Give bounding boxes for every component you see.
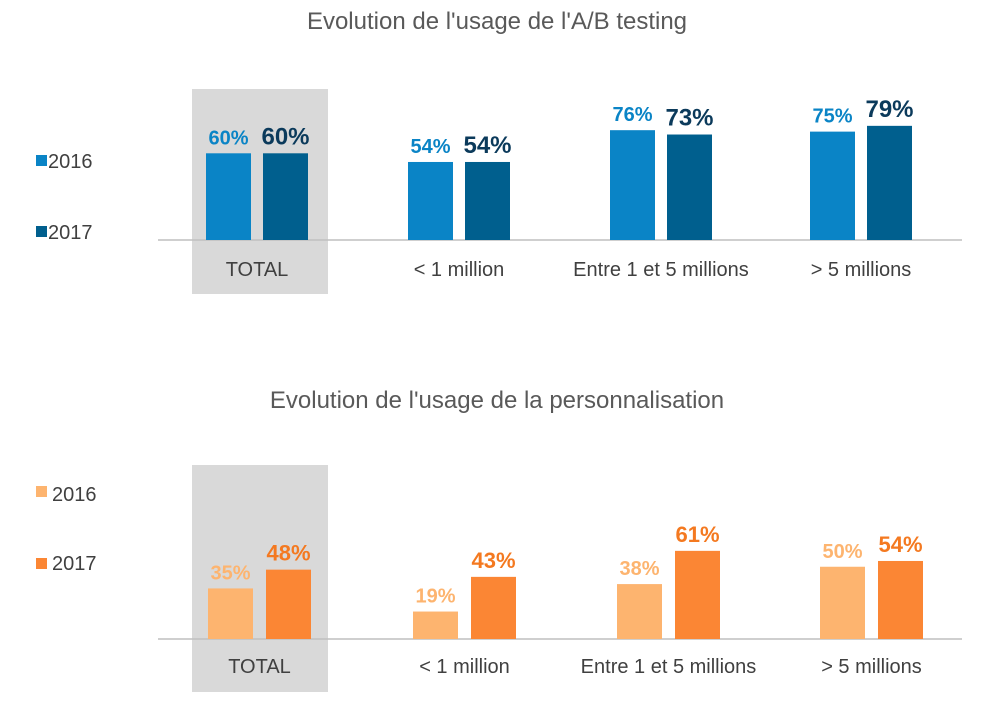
category-label-2: Entre 1 et 5 millions [581,656,757,678]
legend-swatch-2017 [36,226,47,237]
personnalisation-chart: 35% 19% 38% 50% 48% 43% 61% 54% TOTAL < 1 million… [36,465,962,692]
category-label-1: < 1 million [419,656,510,678]
value-label-2016-1: 54% [410,136,450,158]
category-label-1: < 1 million [414,259,505,281]
legend-swatch-2017 [36,558,47,569]
legend-label-2017: 2017 [52,553,97,575]
value-label-2016-0: 35% [210,562,250,584]
value-label-2017-0: 48% [266,541,310,566]
legend-label-2016: 2016 [52,484,97,506]
value-label-2016-1: 19% [415,586,455,608]
chart-title-personnalisation: Evolution de l'usage de la personnalisat… [269,387,725,414]
value-label-2017-3: 79% [865,96,913,123]
category-label-3: > 5 millions [821,656,922,678]
category-label-2: Entre 1 et 5 millions [573,259,749,281]
value-label-2016-3: 50% [822,541,862,563]
bar-2017-1 [465,161,510,240]
bar-2017-0 [266,569,311,639]
ab-testing-chart: 60% 54% 76% 75% 60% 54% 73% 79% TOTAL < 1 million… [36,89,962,294]
bar-2016-0 [208,588,253,639]
value-label-2016-2: 76% [612,104,652,126]
bar-2016-0 [206,153,251,240]
value-label-2017-2: 73% [665,105,713,132]
value-label-2017-1: 54% [463,132,511,159]
bar-2017-1 [471,576,516,639]
legend-label-2017: 2017 [48,222,93,244]
value-label-2016-3: 75% [812,106,852,128]
value-label-2017-0: 60% [261,123,309,150]
bar-2017-2 [667,134,712,240]
value-label-2016-2: 38% [619,558,659,580]
value-label-2017-3: 54% [878,532,922,557]
bar-2016-2 [610,130,655,240]
bar-2016-3 [820,566,865,639]
category-label-0: TOTAL [226,259,289,281]
value-label-2017-1: 43% [471,548,515,573]
bar-2017-2 [675,550,720,639]
legend-swatch-2016 [36,155,47,166]
bar-2016-1 [413,611,458,639]
value-label-2016-0: 60% [208,127,248,149]
bar-2017-0 [263,153,308,240]
chart-title-ab-testing: Evolution de l'usage de l'A/B testing [306,8,688,35]
legend-swatch-2016 [36,486,47,497]
bar-2017-3 [878,560,923,639]
bar-2016-2 [617,584,662,639]
bar-2017-3 [867,125,912,240]
legend-label-2016: 2016 [48,151,93,173]
bar-2016-1 [408,161,453,240]
value-label-2017-2: 61% [675,522,719,547]
category-label-3: > 5 millions [811,259,912,281]
category-label-0: TOTAL [228,656,291,678]
bar-2016-3 [810,131,855,240]
